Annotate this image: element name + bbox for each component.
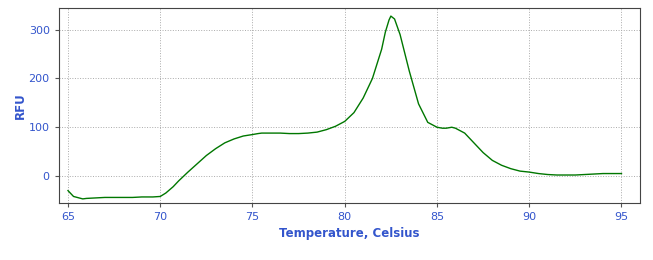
X-axis label: Temperature, Celsius: Temperature, Celsius bbox=[279, 228, 420, 240]
Y-axis label: RFU: RFU bbox=[14, 92, 27, 119]
